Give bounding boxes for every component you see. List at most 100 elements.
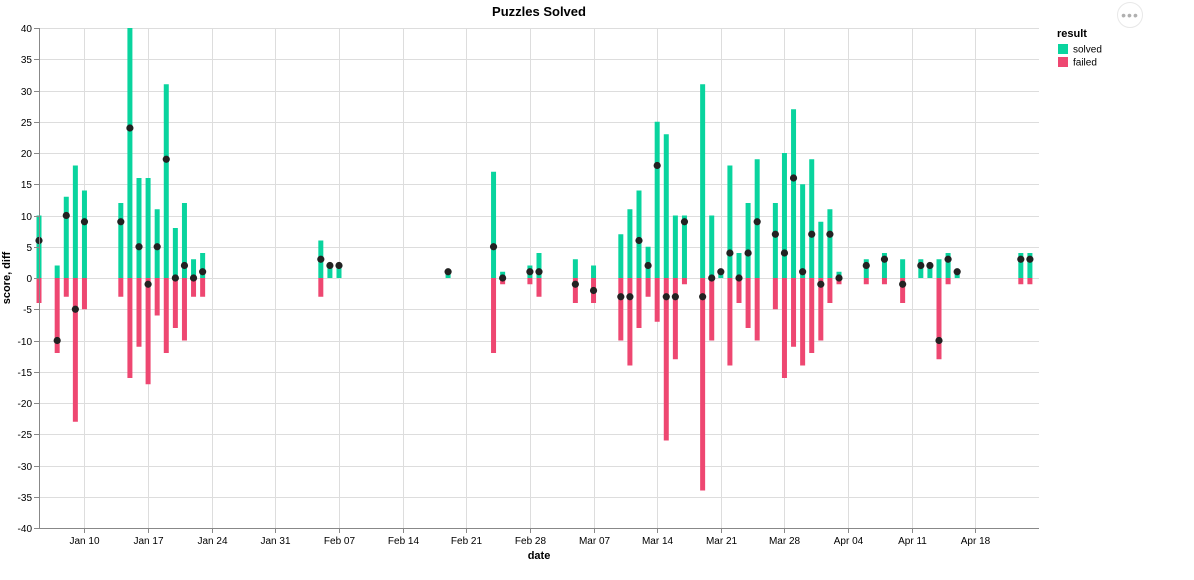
bar-solved (809, 159, 815, 278)
x-axis-title: date (528, 550, 551, 562)
diff-point (199, 268, 207, 276)
chart-actions-menu-button[interactable]: ••• (1117, 2, 1143, 28)
bar-solved (800, 184, 806, 278)
bar-solved (118, 203, 124, 278)
y-tick-label: 10 (21, 212, 33, 223)
bar-failed (536, 278, 542, 297)
x-tick-label: Mar 21 (706, 536, 738, 547)
diff-point (626, 293, 634, 301)
bar-failed (527, 278, 533, 285)
diff-point (1026, 255, 1034, 263)
bar-failed (1018, 278, 1024, 285)
bar-failed (163, 278, 169, 353)
diff-point (753, 218, 761, 226)
bar-solved (709, 215, 715, 278)
bar-failed (663, 278, 669, 441)
bar-failed (181, 278, 187, 341)
bar-solved (72, 165, 78, 278)
diff-point (735, 274, 743, 282)
bar-failed (318, 278, 324, 297)
diff-point (571, 280, 579, 288)
diff-point (153, 243, 161, 251)
x-tick-label: Mar 28 (769, 536, 801, 547)
legend-swatch-failed (1058, 57, 1068, 67)
y-tick-label: 25 (21, 118, 33, 129)
bar-failed (627, 278, 633, 366)
bar-failed (754, 278, 760, 341)
bar-failed (127, 278, 133, 378)
bar-solved (654, 121, 660, 278)
bar-failed (81, 278, 87, 310)
y-tick-label: 5 (26, 243, 32, 254)
x-tick-label: Feb 14 (388, 536, 420, 547)
diff-point (71, 305, 79, 313)
diff-point (617, 293, 625, 301)
y-tick-label: 15 (21, 180, 33, 191)
bar-solved (1027, 253, 1033, 278)
bar-failed (900, 278, 906, 303)
bar-solved (927, 265, 933, 278)
bar-solved (54, 265, 60, 278)
bar-solved (745, 203, 751, 278)
bar-solved (681, 215, 687, 278)
y-tick-label: -10 (18, 337, 33, 348)
bar-solved (818, 221, 824, 278)
diff-point (808, 230, 816, 238)
bar-failed (936, 278, 942, 360)
bar-solved (327, 265, 333, 278)
diff-point (826, 230, 834, 238)
bar-failed (118, 278, 124, 297)
bar-solved (163, 84, 169, 278)
x-tick-label: Jan 10 (69, 536, 99, 547)
bar-failed (881, 278, 887, 285)
x-tick-label: Jan 17 (133, 536, 163, 547)
bar-solved (336, 265, 342, 278)
bar-solved (536, 253, 542, 278)
bar-failed (772, 278, 778, 310)
bar-solved (81, 190, 87, 278)
bar-failed (700, 278, 706, 491)
diff-point (326, 261, 334, 270)
y-tick-label: 20 (21, 149, 33, 160)
diff-point (80, 218, 89, 226)
diff-point (653, 161, 661, 170)
bar-solved (591, 265, 597, 278)
diff-point (135, 243, 143, 251)
diff-point (708, 274, 716, 282)
bar-failed (672, 278, 678, 360)
bar-solved (736, 253, 742, 278)
y-tick-label: -40 (18, 524, 33, 535)
bar-solved (945, 253, 951, 278)
bar-solved (172, 228, 178, 278)
diff-point (899, 280, 907, 288)
diff-point (317, 255, 325, 263)
bar-solved (781, 153, 787, 278)
bar-failed (636, 278, 642, 328)
y-tick-label: -20 (18, 399, 33, 410)
diff-point (771, 230, 779, 238)
bar-failed (491, 278, 497, 353)
diff-point (589, 286, 598, 295)
diff-point (180, 261, 189, 270)
bar-failed (191, 278, 197, 297)
bar-solved (881, 253, 887, 278)
legend-label-failed: failed (1073, 58, 1097, 69)
diff-point (880, 255, 889, 263)
x-tick-label: Feb 21 (451, 536, 483, 547)
y-tick-label: 30 (21, 87, 33, 98)
bar-failed (572, 278, 578, 303)
bar-failed (654, 278, 660, 322)
diff-point (717, 268, 725, 276)
bar-failed (781, 278, 787, 378)
diff-point (117, 218, 125, 226)
bar-failed (681, 278, 687, 285)
diff-point (671, 293, 679, 301)
bar-failed (200, 278, 206, 297)
diff-point (171, 274, 179, 282)
diff-point (953, 268, 961, 276)
y-tick-label: 0 (26, 274, 32, 285)
bars (36, 28, 1033, 491)
y-tick-label: -25 (18, 430, 33, 441)
diff-point (144, 280, 152, 288)
